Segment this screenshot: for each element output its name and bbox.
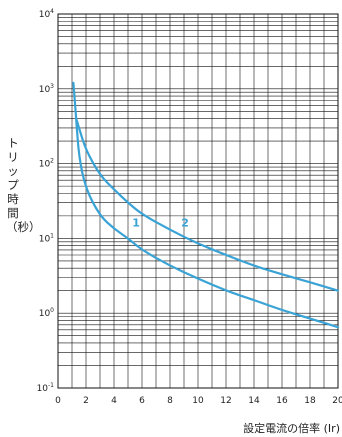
curve-label-1: 1 xyxy=(132,216,140,229)
x-tick-label: 16 xyxy=(276,396,288,406)
x-tick-label: 4 xyxy=(111,396,117,406)
y-axis-label: トリップ時間（秒） xyxy=(6,136,41,234)
y-tick-label: 102 xyxy=(39,158,54,170)
grid xyxy=(58,14,338,388)
y-axis-ticks: 10-1 100 101 102 103 104 xyxy=(37,8,55,394)
x-axis-label: 設定電流の倍率 (Ir) xyxy=(243,422,340,435)
x-tick-label: 20 xyxy=(332,396,342,406)
curves xyxy=(72,81,340,329)
x-axis-ticks: 0 2 4 6 8 10 12 14 16 18 20 xyxy=(55,396,342,406)
plot-frame xyxy=(57,13,339,389)
y-tick-label: 100 xyxy=(39,307,54,319)
y-tick-label: 104 xyxy=(39,8,54,20)
y-tick-label: 103 xyxy=(39,83,54,95)
curve-1 xyxy=(72,81,340,329)
y-tick-label: 10-1 xyxy=(37,382,55,394)
x-tick-label: 18 xyxy=(304,396,316,406)
curve-label-2: 2 xyxy=(181,216,189,229)
curve-2 xyxy=(75,117,340,292)
y-tick-label: 101 xyxy=(39,232,54,244)
x-tick-label: 2 xyxy=(83,396,89,406)
x-tick-label: 12 xyxy=(220,396,231,406)
x-tick-label: 0 xyxy=(55,396,61,406)
x-tick-label: 8 xyxy=(167,396,173,406)
x-tick-label: 14 xyxy=(248,396,260,406)
x-tick-label: 6 xyxy=(139,396,145,406)
x-tick-label: 10 xyxy=(192,396,204,406)
